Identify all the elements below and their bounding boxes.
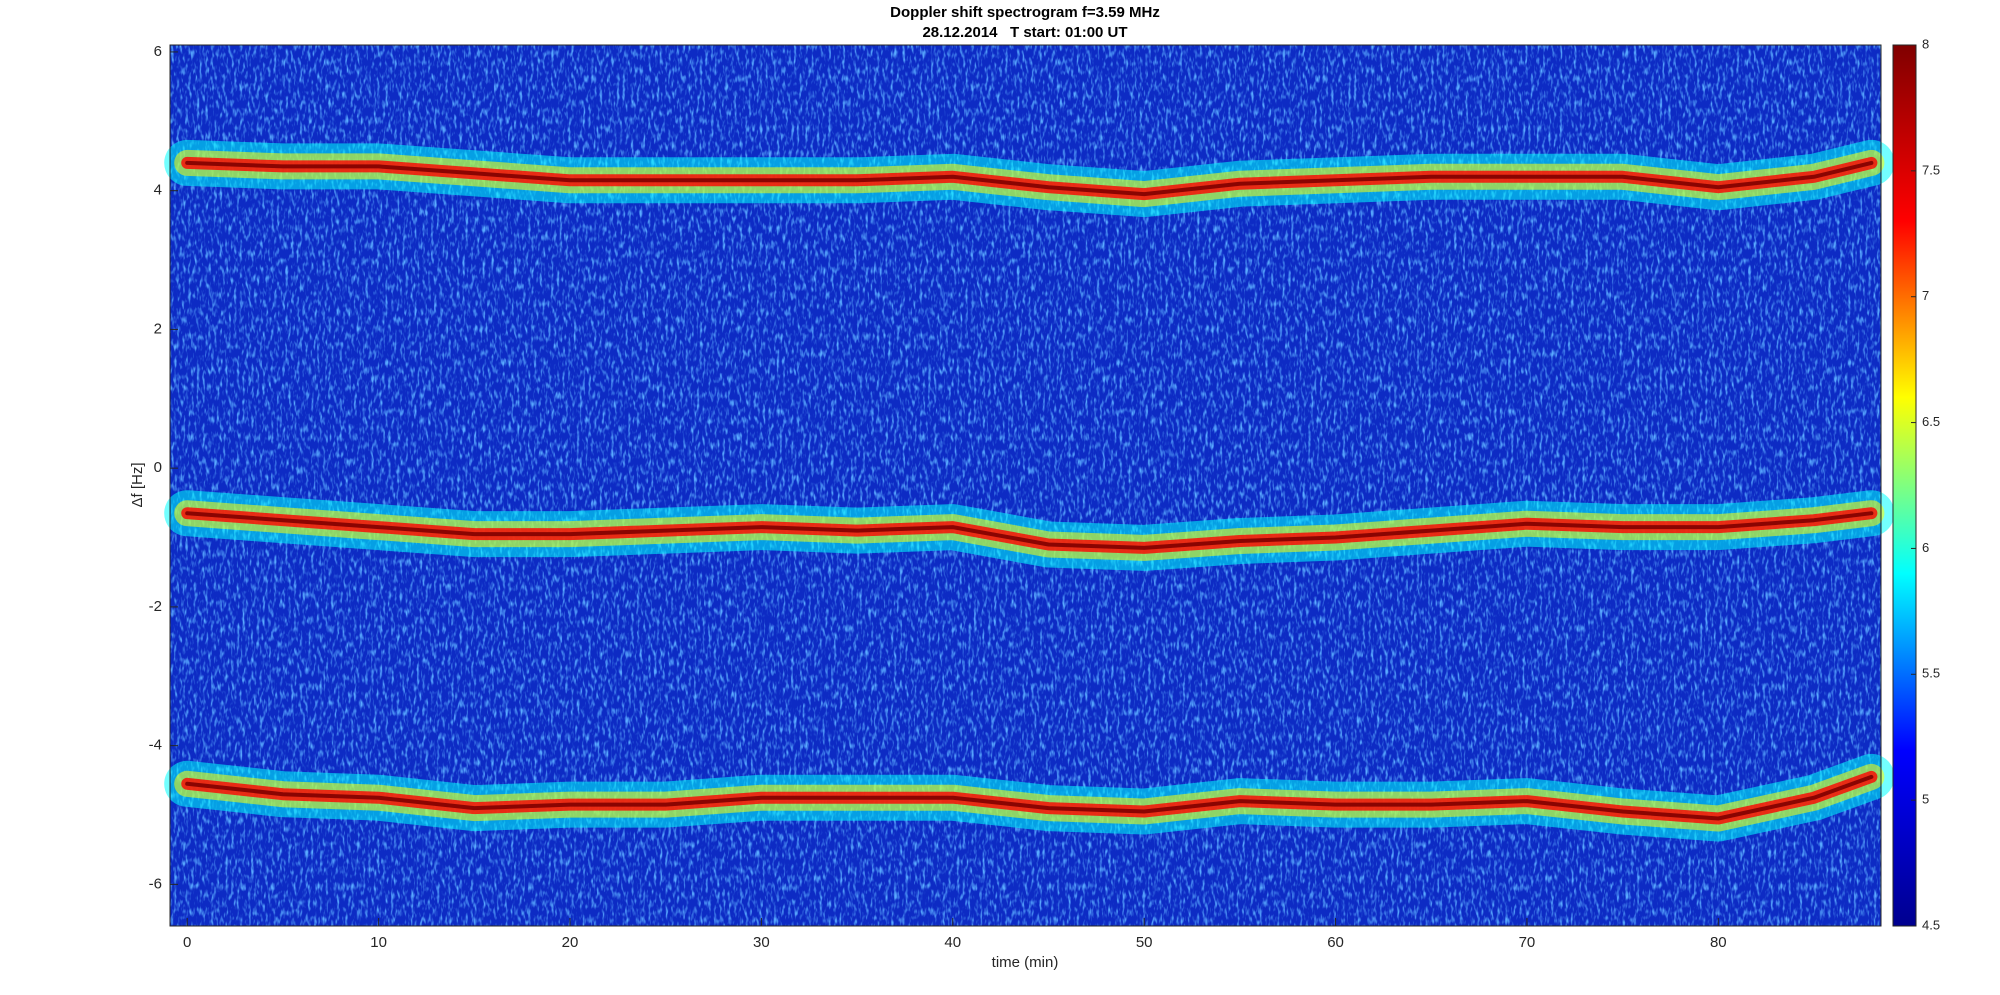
x-tick-label: 60 (1327, 934, 1344, 951)
y-tick-label: 2 (154, 320, 162, 337)
trace-band (185, 774, 1874, 821)
colorbar-tick-label: 4.5 (1922, 917, 1940, 932)
y-tick-label: -2 (149, 598, 162, 615)
colorbar-tick-label: 7.5 (1922, 162, 1940, 177)
y-tick-label: -6 (149, 875, 162, 892)
y-tick-label: -4 (149, 737, 162, 754)
plot-frame (169, 44, 1882, 927)
x-tick-label: 20 (562, 934, 579, 951)
colorbar-tick-label: 8 (1922, 36, 1929, 51)
y-axis-label: Δf [Hz] (129, 462, 146, 507)
x-tick-label: 10 (370, 934, 387, 951)
x-tick-label: 50 (1136, 934, 1153, 951)
trace-band (185, 160, 1874, 197)
chart-title: Doppler shift spectrogram f=3.59 MHz (890, 4, 1160, 21)
colorbar-tick-label: 5.5 (1922, 666, 1940, 681)
x-tick-label: 0 (183, 934, 191, 951)
trace-band (185, 511, 1874, 550)
colorbar-tick-label: 6.5 (1922, 414, 1940, 429)
colorbar-tick-label: 6 (1922, 540, 1929, 555)
x-tick-label: 40 (944, 934, 961, 951)
y-tick-label: 4 (154, 182, 162, 199)
x-tick-label: 70 (1519, 934, 1536, 951)
y-tick-label: 0 (154, 459, 162, 476)
chart-subtitle: 28.12.2014 T start: 01:00 UT (922, 24, 1127, 41)
colorbar-tick-label: 7 (1922, 288, 1929, 303)
colorbar-tick-label: 5 (1922, 792, 1929, 807)
colorbar (1892, 44, 1917, 927)
x-tick-label: 80 (1710, 934, 1727, 951)
x-tick-label: 30 (753, 934, 770, 951)
y-tick-label: 6 (154, 43, 162, 60)
x-axis-label: time (min) (992, 954, 1059, 971)
